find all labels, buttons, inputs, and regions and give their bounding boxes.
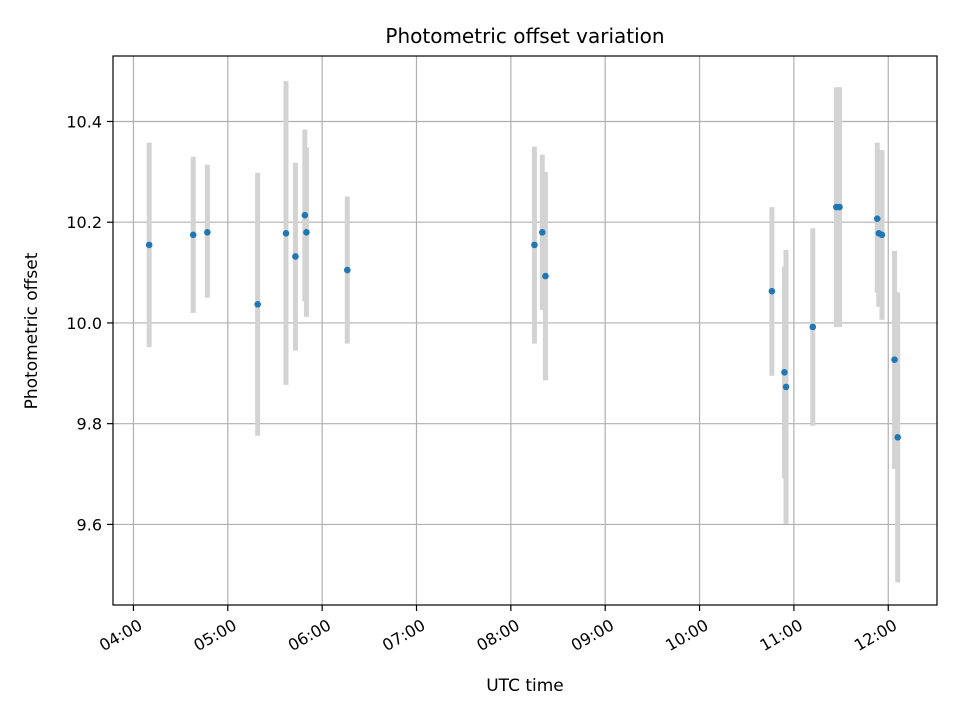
data-point: [809, 323, 817, 331]
data-point: [204, 228, 211, 236]
data-point: [891, 356, 898, 364]
y-tick-label: 10.2: [66, 213, 102, 232]
data-points: [145, 203, 901, 441]
data-point: [781, 369, 788, 376]
data-point: [282, 229, 290, 237]
data-point: [303, 228, 310, 236]
y-tick-label: 9.6: [77, 515, 102, 534]
grid: [113, 56, 937, 605]
y-tick-label: 9.8: [77, 415, 102, 434]
data-point: [189, 231, 197, 239]
y-tick-label: 10.0: [66, 314, 102, 333]
data-point: [878, 231, 886, 239]
chart-title: Photometric offset variation: [385, 24, 664, 48]
data-point: [145, 241, 153, 249]
data-point: [301, 211, 309, 219]
y-axis-label: Photometric offset: [22, 252, 42, 409]
data-point: [768, 287, 776, 295]
data-point: [531, 241, 538, 249]
data-point: [254, 301, 261, 308]
data-point: [873, 215, 881, 222]
y-axis-ticks: 9.6 9.8 10.0 10.2 10.4: [66, 112, 113, 534]
data-point: [538, 228, 546, 236]
data-point: [542, 272, 549, 280]
plot-frame: [112, 55, 938, 606]
data-point: [836, 203, 843, 211]
x-axis-label: UTC time: [486, 676, 564, 696]
y-tick-label: 10.4: [66, 112, 102, 131]
data-point: [292, 253, 299, 260]
data-point: [782, 383, 790, 391]
data-point: [344, 266, 351, 274]
data-point: [894, 433, 901, 441]
